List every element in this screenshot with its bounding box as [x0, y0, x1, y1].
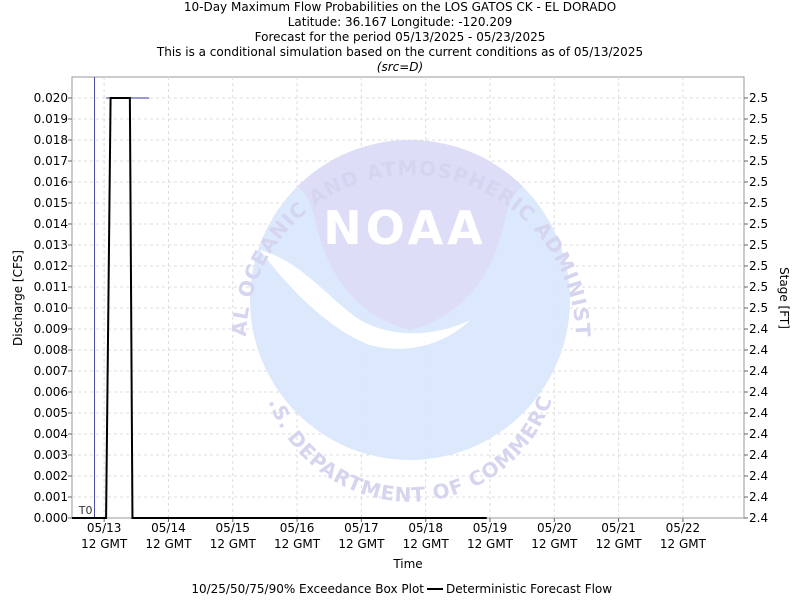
x-tick-label-date: 05/17 — [344, 521, 379, 535]
y2-axis-labels: 2.4 2.4 2.4 2.4 2.4 2.4 2.4 2.4 2.4 2.4 2.5 2.5 2.5 2… — [749, 91, 768, 525]
y2-tick-label: 2.5 — [749, 301, 768, 315]
y-tick-label: 0.017 — [34, 154, 68, 168]
y-tick-label: 0.019 — [34, 112, 68, 126]
y2-tick-label: 2.5 — [749, 154, 768, 168]
x-tick-label-time: 12 GMT — [145, 537, 192, 551]
legend-line-label: Deterministic Forecast Flow — [446, 582, 612, 596]
y-tick-label: 0.015 — [34, 196, 68, 210]
y-axis-title: Discharge [CFS] — [11, 250, 25, 346]
y-tick-label: 0.006 — [34, 385, 68, 399]
x-tick-label-date: 05/21 — [601, 521, 636, 535]
x-tick-label-date: 05/22 — [666, 521, 701, 535]
y2-tick-label: 2.4 — [749, 448, 768, 462]
series-deterministic-forecast-flow — [72, 97, 487, 519]
y2-tick-label: 2.5 — [749, 259, 768, 273]
y2-tick-label: 2.4 — [749, 469, 768, 483]
x-tick-label-date: 05/18 — [408, 521, 443, 535]
y-tick-label: 0.002 — [34, 469, 68, 483]
y2-tick-label: 2.5 — [749, 112, 768, 126]
x-tick-label-time: 12 GMT — [403, 537, 450, 551]
y-tick-label: 0.005 — [34, 406, 68, 420]
y-tick-label: 0.020 — [34, 91, 68, 105]
x-tick-label-date: 05/19 — [473, 521, 508, 535]
y2-tick-label: 2.4 — [749, 511, 768, 525]
x-tick-label-date: 05/14 — [151, 521, 186, 535]
y2-tick-label: 2.4 — [749, 322, 768, 336]
y2-tick-label: 2.5 — [749, 91, 768, 105]
watermark-logo-text: NOAA — [323, 201, 487, 255]
y-tick-label: 0.004 — [34, 427, 68, 441]
x-tick-label-time: 12 GMT — [210, 537, 257, 551]
y2-tick-label: 2.5 — [749, 175, 768, 189]
chart-subtitle-1: Latitude: 36.167 Longitude: -120.209 — [287, 15, 513, 29]
chart-subtitle-2: Forecast for the period 05/13/2025 - 05/… — [254, 30, 546, 44]
legend-box-label: 10/25/50/75/90% Exceedance Box Plot — [191, 582, 424, 596]
y2-tick-label: 2.5 — [749, 217, 768, 231]
x-tick-label-time: 12 GMT — [660, 537, 707, 551]
chart-subtitle-3: This is a conditional simulation based o… — [156, 45, 644, 59]
y-tick-label: 0.009 — [34, 322, 68, 336]
y-tick-label: 0.012 — [34, 259, 68, 273]
x-tick-label-time: 12 GMT — [531, 537, 578, 551]
y-tick-label: 0.007 — [34, 364, 68, 378]
x-tick-label-time: 12 GMT — [274, 537, 321, 551]
watermark-gull — [250, 140, 570, 330]
y2-tick-label: 2.5 — [749, 238, 768, 252]
y-tick-label: 0.003 — [34, 448, 68, 462]
y2-tick-label: 2.4 — [749, 364, 768, 378]
x-axis-title: Time — [392, 557, 422, 571]
watermark-wing — [260, 250, 470, 349]
y-tick-label: 0.014 — [34, 217, 68, 231]
y2-tick-label: 2.4 — [749, 343, 768, 357]
x-axis-labels: 05/13 12 GMT 05/14 12 GMT 05/15 12 GMT 05/16 12… — [81, 521, 706, 551]
t0-label: T0 — [78, 504, 93, 517]
y-axis-labels: 0.000 0.001 0.002 0.003 0.004 0.005 0.006 0.007… — [34, 91, 68, 525]
y-tick-label: 0.010 — [34, 301, 68, 315]
y2-tick-label: 2.5 — [749, 196, 768, 210]
chart-title: 10-Day Maximum Flow Probabilities on the… — [183, 0, 617, 14]
y2-tick-label: 2.4 — [749, 385, 768, 399]
y-tick-label: 0.016 — [34, 175, 68, 189]
y-tick-label: 0.000 — [34, 511, 68, 525]
chart-header: 10-Day Maximum Flow Probabilities on the… — [0, 0, 800, 75]
y2-tick-label: 2.4 — [749, 427, 768, 441]
y2-tick-label: 2.4 — [749, 406, 768, 420]
y2-tick-label: 2.5 — [749, 133, 768, 147]
x-tick-label-date: 05/20 — [537, 521, 572, 535]
y-tick-label: 0.008 — [34, 343, 68, 357]
x-tick-label-time: 12 GMT — [338, 537, 385, 551]
x-tick-label-time: 12 GMT — [467, 537, 514, 551]
y2-tick-label: 2.5 — [749, 280, 768, 294]
x-tick-label-date: 05/16 — [280, 521, 315, 535]
x-tick-label-time: 12 GMT — [596, 537, 643, 551]
y-tick-label: 0.018 — [34, 133, 68, 147]
y-tick-label: 0.013 — [34, 238, 68, 252]
y-tick-label: 0.011 — [34, 280, 68, 294]
x-tick-label-date: 05/15 — [215, 521, 250, 535]
y2-tick-label: 2.4 — [749, 490, 768, 504]
y-tick-label: 0.001 — [34, 490, 68, 504]
source-note: (src=D) — [376, 60, 424, 74]
legend: 10/25/50/75/90% Exceedance Box Plot Dete… — [191, 582, 612, 596]
x-tick-label-date: 05/13 — [87, 521, 122, 535]
x-tick-label-time: 12 GMT — [81, 537, 128, 551]
y2-axis-title: Stage [FT] — [777, 267, 791, 329]
